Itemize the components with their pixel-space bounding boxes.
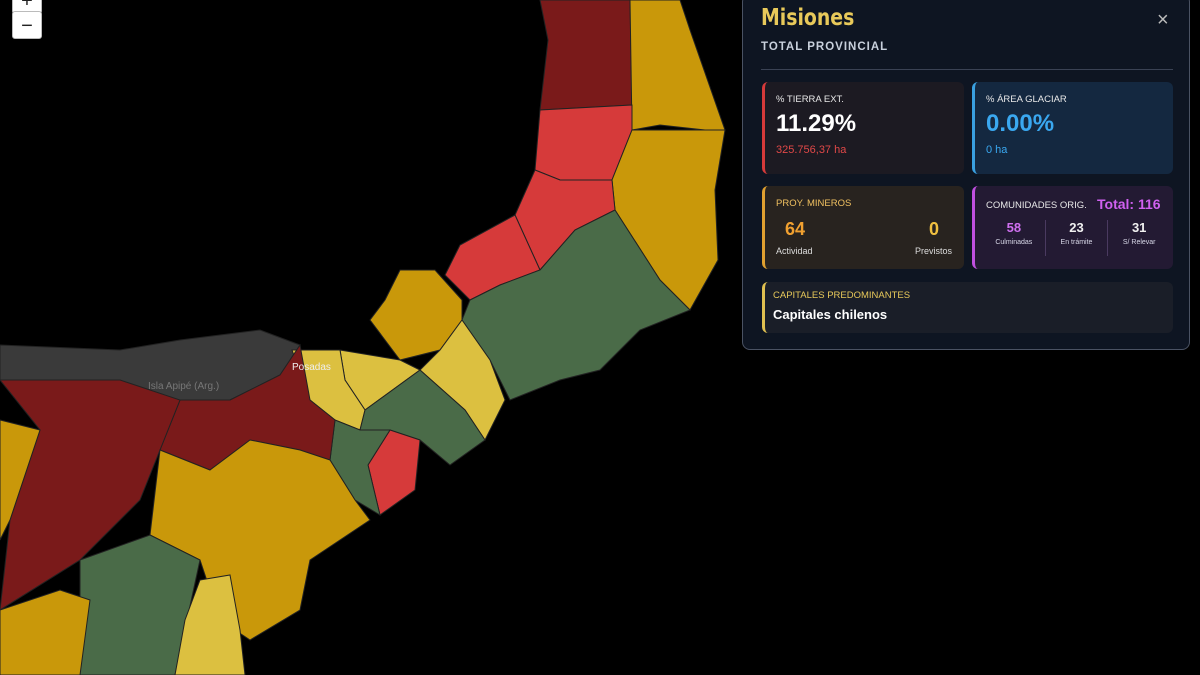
card-total: Total: 116 — [1097, 196, 1161, 212]
panel-title: Misiones — [761, 5, 855, 31]
card-value: 0.00% — [986, 110, 1055, 137]
card-mineros: PROY. MINEROS 64 Actividad 0 Previstos — [762, 186, 964, 269]
item-value: 31 — [1131, 220, 1147, 235]
panel-subtitle: TOTAL PROVINCIAL — [761, 41, 889, 53]
card-label: PROY. MINEROS — [776, 198, 852, 209]
card-comunidades: COMUNIDADES ORIG. Total: 116 58 Culminada… — [972, 186, 1173, 269]
card-label: % ÁREA GLACIAR — [986, 94, 1067, 105]
item: 31 S/ Relevar — [1108, 220, 1170, 256]
card-detail: 325.756,37 ha — [776, 144, 847, 156]
card-label: % TIERRA EXT. — [776, 94, 844, 105]
card-value: Capitales chilenos — [773, 307, 888, 322]
card-glaciar: % ÁREA GLACIAR 0.00% 0 ha — [972, 82, 1173, 174]
card-items: 58 Culminadas 23 En trámite 31 S/ Relevar — [983, 220, 1170, 256]
item: 23 En trámite — [1046, 220, 1109, 256]
item-label: S/ Relevar — [1122, 239, 1156, 246]
zoom-out[interactable]: − — [12, 11, 42, 39]
city-label: Posadas — [292, 362, 331, 373]
map: Posadas Isla Apipé (Arg.) — [0, 0, 726, 675]
item-label: Culminadas — [995, 239, 1033, 246]
island-label: Isla Apipé (Arg.) — [148, 381, 219, 392]
card-tierra: % TIERRA EXT. 11.29% 325.756,37 ha — [762, 82, 964, 174]
item: 58 Culminadas — [983, 220, 1046, 256]
region — [0, 419, 41, 541]
info-panel: Misiones TOTAL PROVINCIAL × % TIERRA EXT… — [742, 0, 1190, 350]
card-detail: Actividad — [776, 246, 813, 256]
card-value: 11.29% — [776, 110, 857, 137]
region — [0, 589, 91, 675]
card-detail: 0 ha — [986, 144, 1008, 156]
card-capitales: CAPITALES PREDOMINANTES Capitales chilen… — [762, 282, 1173, 333]
region — [174, 574, 246, 675]
item-value: 23 — [1069, 220, 1084, 235]
card-label: COMUNIDADES ORIG. — [986, 200, 1087, 211]
card-value: 64 — [785, 219, 806, 239]
close-button[interactable]: × — [1157, 9, 1169, 31]
item-label: En trámite — [1060, 239, 1093, 246]
divider — [761, 69, 1173, 70]
region — [629, 0, 726, 131]
card-detail: Previstos — [915, 246, 953, 256]
item-value: 58 — [1006, 220, 1022, 235]
card-label: CAPITALES PREDOMINANTES — [773, 290, 911, 301]
region — [461, 209, 691, 401]
card-value: 0 — [929, 219, 940, 239]
region — [539, 0, 633, 111]
